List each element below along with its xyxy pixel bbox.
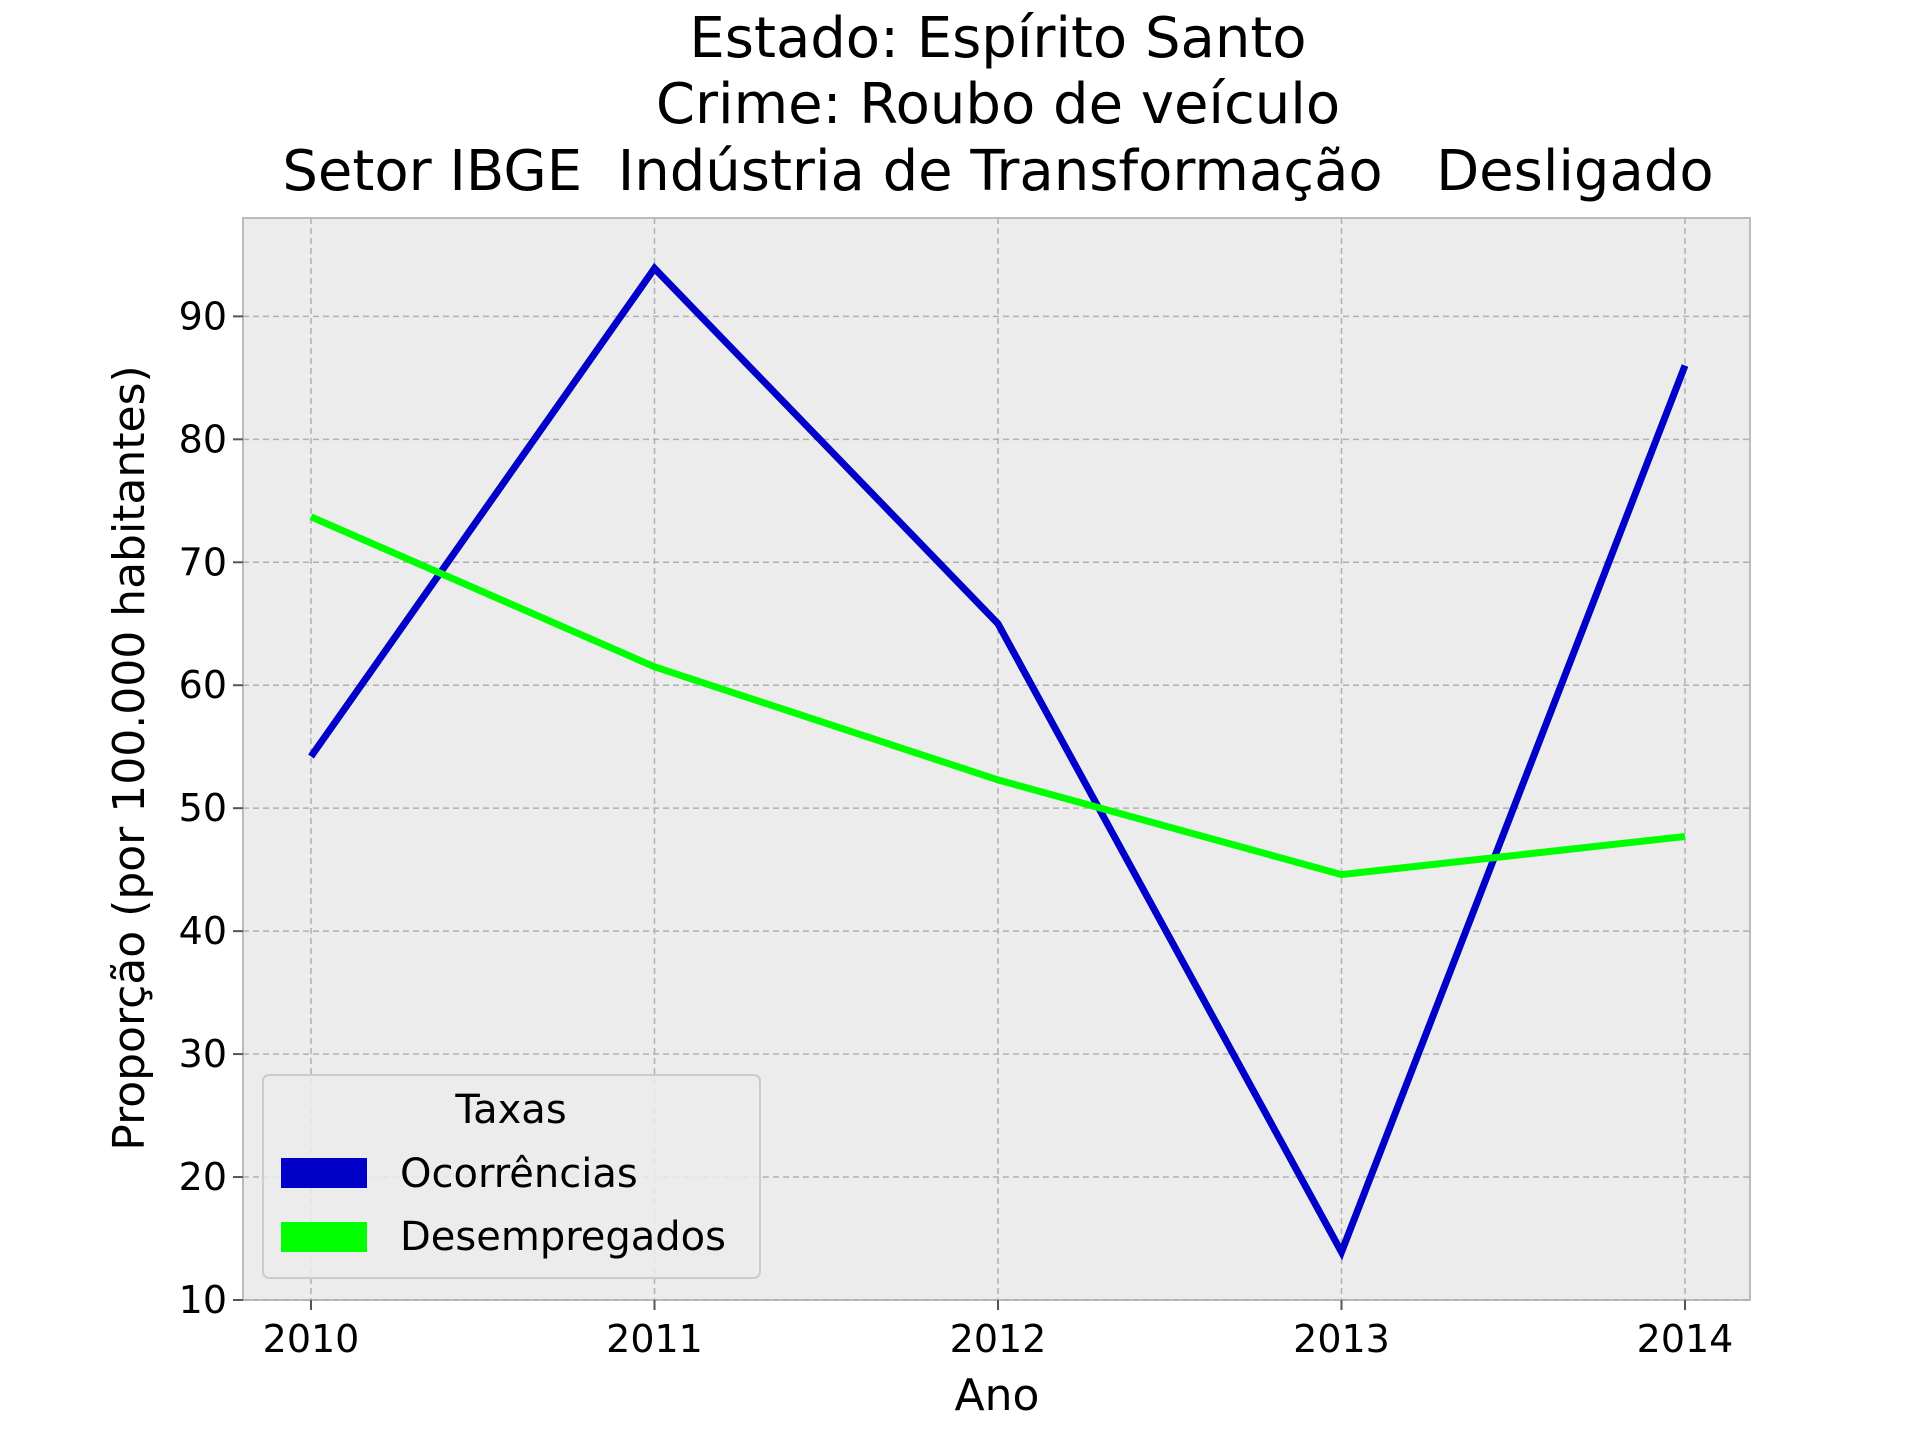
chart-title-line-2: Crime: Roubo de veículo xyxy=(656,72,1340,137)
series-line-ocorrencias xyxy=(308,262,1689,1261)
y-tick-label: 50 xyxy=(179,786,227,830)
y-tick-label: 30 xyxy=(179,1032,227,1076)
legend-label-ocorrencias: Ocorrências xyxy=(400,1151,638,1197)
legend-title: Taxas xyxy=(454,1087,566,1133)
y-tick-label: 60 xyxy=(179,663,227,707)
y-tick-label: 90 xyxy=(179,294,227,338)
y-tick-label: 70 xyxy=(179,540,227,584)
y-axis-label: Proporção (por 100.000 habitantes) xyxy=(104,365,155,1150)
y-tick-label: 40 xyxy=(179,909,227,953)
x-tick-label: 2013 xyxy=(1293,1317,1390,1361)
y-tick-label: 80 xyxy=(179,417,227,461)
y-tick-label: 20 xyxy=(179,1155,227,1199)
x-tick-label: 2011 xyxy=(606,1317,703,1361)
chart-title-line-1: Estado: Espírito Santo xyxy=(689,6,1306,71)
legend-box xyxy=(262,1074,761,1279)
chart-title-line-3: Setor IBGE Indústria de Transformação De… xyxy=(282,139,1713,204)
x-tick-label: 2012 xyxy=(950,1317,1047,1361)
series-lines xyxy=(308,262,1689,1261)
series-line-desempregados xyxy=(309,513,1686,879)
axis-ticks: 10 20 30 40 50 60 70 80 90 2010 2011 2012 2013 2014 xyxy=(179,294,1734,1361)
x-tick-label: 2014 xyxy=(1637,1317,1734,1361)
legend-label-desempregados: Desempregados xyxy=(400,1214,726,1260)
y-tick-label: 10 xyxy=(179,1278,227,1322)
x-tick-label: 2010 xyxy=(263,1317,360,1361)
legend: Taxas Ocorrências Desempregados xyxy=(262,1074,761,1279)
legend-swatch-ocorrencias xyxy=(281,1158,367,1188)
legend-swatch-desempregados xyxy=(281,1222,367,1252)
x-axis-label: Ano xyxy=(955,1370,1040,1421)
